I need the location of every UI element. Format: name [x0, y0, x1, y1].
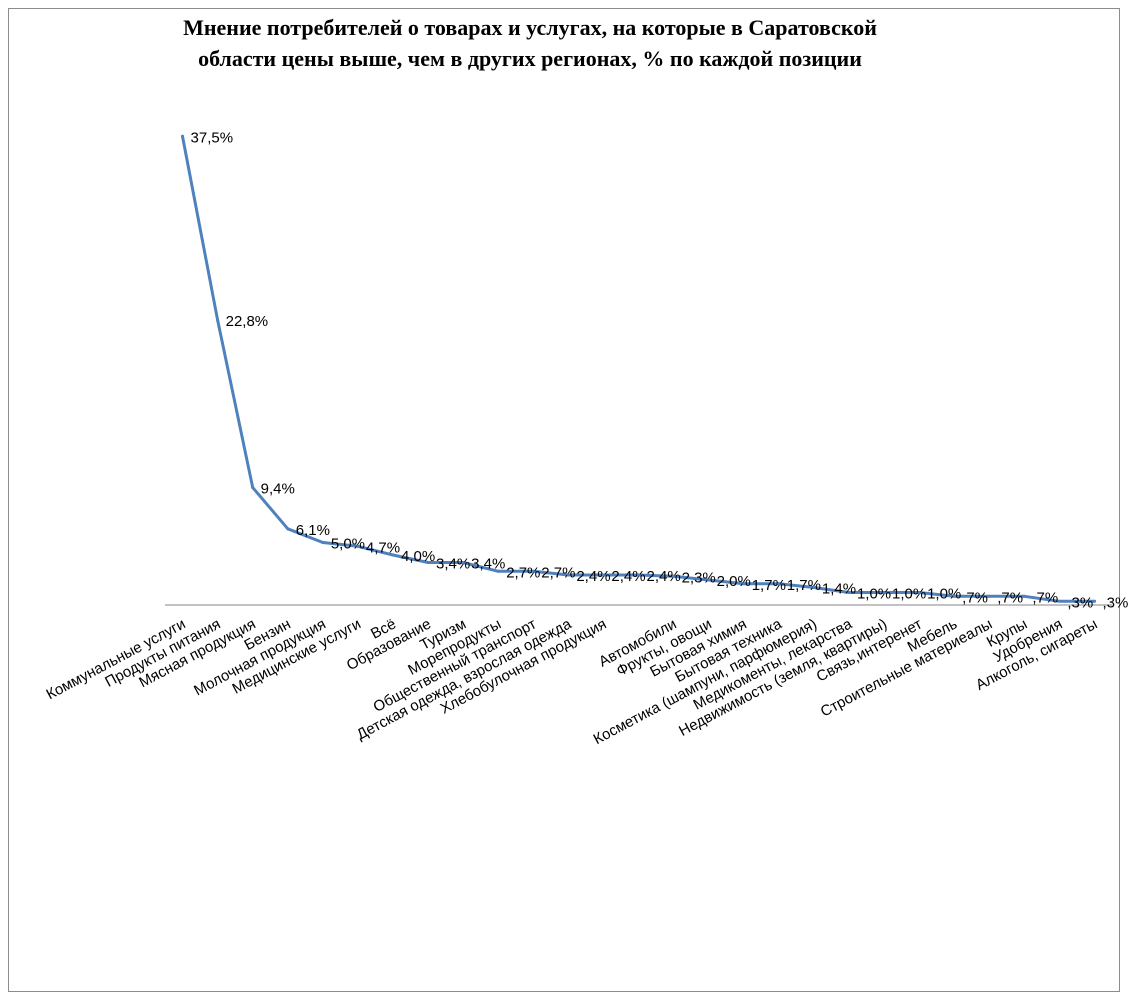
data-label: 2,4% [647, 568, 681, 585]
data-label: ,7% [962, 589, 988, 606]
data-point [637, 573, 640, 577]
data-point [672, 574, 676, 578]
data-point [882, 591, 886, 594]
data-point [742, 582, 746, 586]
data-point [987, 594, 991, 598]
data-point [917, 591, 921, 594]
data-label: 2,0% [717, 573, 751, 590]
data-point [356, 544, 360, 548]
data-point [426, 561, 430, 564]
data-label: 1,0% [892, 586, 926, 603]
chart-title: Мнение потребителей о товарах и услугах,… [183, 15, 877, 71]
data-point [1022, 594, 1026, 598]
data-label: ,7% [997, 589, 1023, 606]
data-label: 2,3% [682, 569, 716, 586]
data-label: 1,0% [927, 586, 961, 603]
data-point [531, 569, 535, 573]
data-point [566, 573, 570, 577]
data-point [216, 318, 220, 322]
data-label: 37,5% [191, 129, 234, 146]
data-point [601, 573, 605, 577]
data-label: 2,7% [506, 564, 540, 581]
data-label: 3,4% [436, 556, 470, 573]
data-label: ,3% [1102, 594, 1128, 611]
data-point [496, 569, 500, 573]
data-label: 2,4% [576, 568, 610, 585]
data-point [461, 561, 465, 564]
data-label: ,3% [1067, 594, 1093, 611]
data-point [1092, 599, 1096, 603]
data-point [181, 134, 185, 138]
data-label: 2,7% [541, 564, 575, 581]
data-label: 4,0% [401, 548, 435, 565]
data-label: 5,0% [331, 536, 365, 553]
data-point [707, 578, 711, 582]
data-point [952, 594, 956, 598]
data-point [812, 586, 816, 589]
data-point [1057, 599, 1061, 603]
data-label: 1,4% [822, 581, 856, 598]
data-label: 3,4% [471, 556, 505, 573]
data-point [251, 486, 255, 489]
data-label: 22,8% [226, 313, 269, 330]
data-label: ,7% [1032, 589, 1058, 606]
data-point [847, 591, 851, 594]
data-label: 1,7% [752, 577, 786, 594]
data-label: 1,7% [787, 577, 821, 594]
data-label: 9,4% [261, 481, 295, 498]
data-label: 2,4% [611, 568, 645, 585]
data-label: 6,1% [296, 522, 330, 539]
chart-frame [8, 8, 1120, 992]
data-point [321, 541, 325, 544]
data-point [286, 527, 290, 531]
data-label: 1,0% [857, 586, 891, 603]
data-point [391, 553, 395, 557]
data-label: 4,7% [366, 539, 400, 556]
data-point [777, 582, 781, 586]
